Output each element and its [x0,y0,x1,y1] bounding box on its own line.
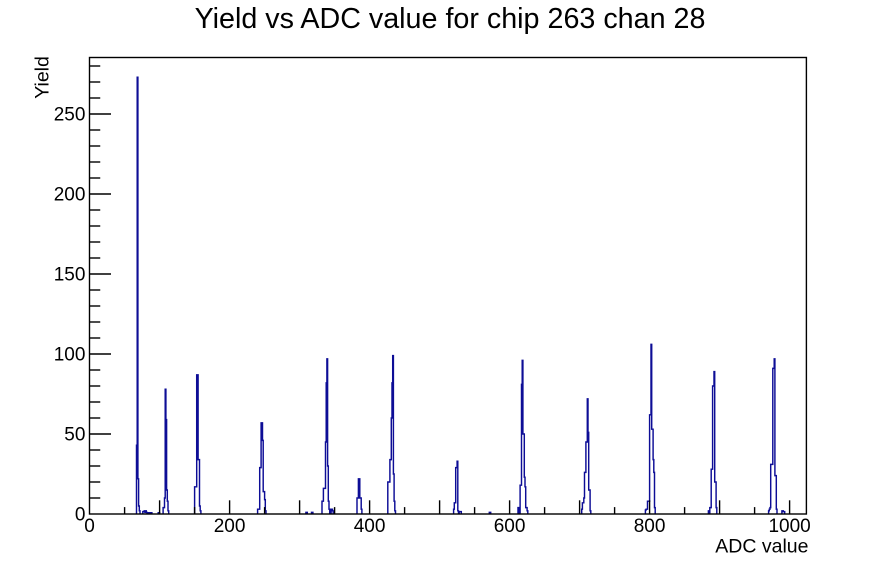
svg-text:0: 0 [75,505,86,526]
svg-text:200: 200 [214,516,246,537]
svg-text:100: 100 [54,345,86,366]
svg-text:50: 50 [64,425,85,446]
svg-text:150: 150 [54,265,86,286]
svg-text:ADC value: ADC value [715,536,808,558]
svg-text:200: 200 [54,185,86,206]
svg-text:0: 0 [84,516,95,537]
svg-text:Yield: Yield [31,56,53,99]
svg-text:800: 800 [634,516,666,537]
svg-text:400: 400 [354,516,386,537]
svg-text:Yield vs ADC value for chip 26: Yield vs ADC value for chip 263 chan 28 [195,3,706,35]
svg-text:250: 250 [54,105,86,126]
svg-text:600: 600 [494,516,526,537]
svg-text:1000: 1000 [768,516,810,537]
